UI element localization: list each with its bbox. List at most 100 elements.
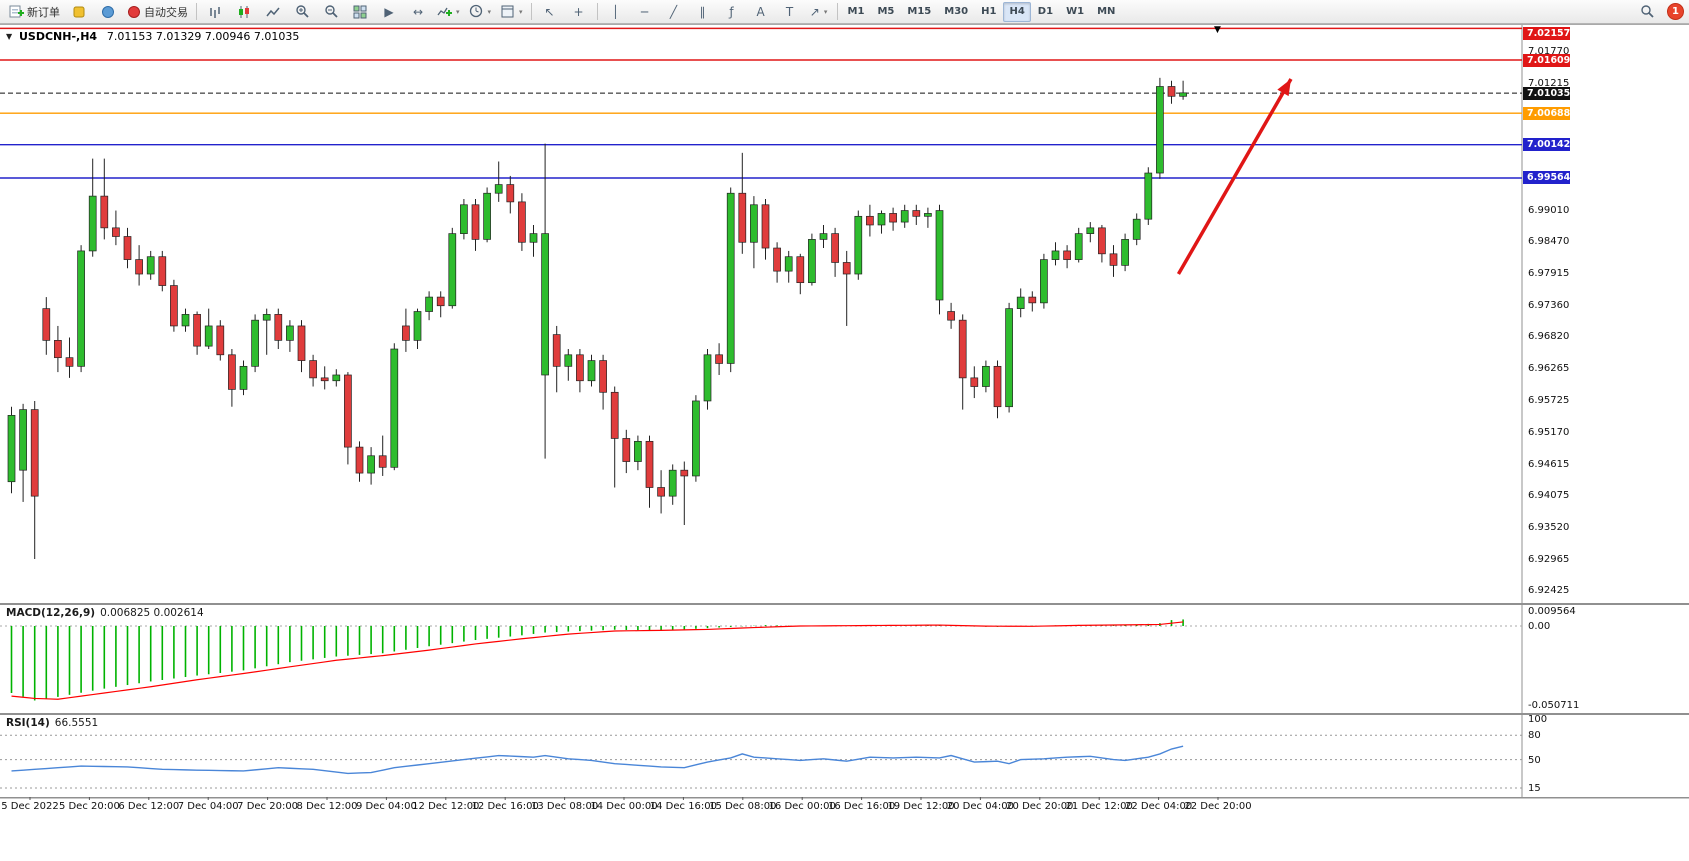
price-line-tag[interactable]: 7.00688 [1523,106,1570,120]
time-axis-label: 16 Dec 00:00 [768,801,836,812]
periods-caret-icon: ▾ [487,7,492,16]
price-axis-tick: 6.97360 [1528,300,1570,312]
line-chart-button[interactable] [259,1,287,23]
text-label-icon: T [785,4,794,19]
tab-timeframe-w1[interactable]: W1 [1066,6,1085,17]
crosshair-icon: + [573,4,584,19]
price-axis-tick: 6.92425 [1528,584,1570,596]
text-button[interactable]: A [747,1,775,23]
price-line-tag[interactable]: 7.00142 [1523,138,1570,152]
time-marker-icon: ▼ [1214,25,1221,35]
auto-scroll-button[interactable]: ▶ [375,1,403,23]
tab-timeframe-h1[interactable]: H1 [981,6,997,17]
rsi-value: 66.5551 [54,717,99,729]
time-axis-label: 13 Dec 08:00 [530,801,599,812]
time-axis-label: 7 Dec 20:00 [237,801,299,812]
price-axis-tick: 6.95725 [1528,394,1570,406]
time-axis-label: 12 Dec 16:00 [471,801,539,812]
price-axis-tick: 7.01770 [1528,45,1570,57]
chart-canvas[interactable] [0,25,1689,861]
alerts-button[interactable] [65,1,93,23]
vertical-line-button[interactable]: │ [602,1,630,23]
rsi-axis-tick: 80 [1528,730,1541,742]
time-axis-label: 22 Dec 20:00 [1184,801,1252,812]
trendline-button[interactable]: ╱ [660,1,688,23]
line-chart-icon [266,7,280,16]
time-axis-label: 21 Dec 12:00 [1065,801,1133,812]
cursor-button[interactable]: ↖ [536,1,564,23]
chart-shift-button[interactable]: ↔ [404,1,432,23]
time-axis-label: 8 Dec 12:00 [296,801,358,812]
toolbar-separator [530,3,532,20]
toolbar: 新订单 自动交易 [0,0,1689,24]
toolbar-separator [196,3,197,20]
text-icon: A [756,4,765,19]
chart-collapse-icon[interactable]: ▼ [6,32,13,41]
ohlc-values-label: 7.01153 7.01329 7.00946 7.01035 [106,30,300,43]
tab-timeframe-m1[interactable]: M1 [847,6,865,17]
alerts-icon [73,6,85,17]
price-axis-tick: 6.95170 [1528,426,1570,438]
tile-windows-button[interactable] [346,1,374,23]
symbol-period-label: USDCNH-,H4 [19,30,98,43]
new-order-button[interactable]: 新订单 [5,1,64,23]
toolbar-separator [596,3,598,20]
candle-chart-icon [239,5,249,18]
auto-scroll-icon: ▶ [384,4,394,19]
price-line-tag[interactable]: 7.02157 [1523,27,1570,40]
time-axis-label: 20 Dec 20:00 [1006,801,1074,812]
time-axis-label: 15 Dec 08:00 [709,801,777,812]
tab-timeframe-h4[interactable]: H4 [1003,1,1031,22]
rsi-axis-tick: 15 [1528,783,1541,794]
price-axis-tick: 6.98470 [1528,236,1570,248]
news-button[interactable] [94,1,122,23]
price-line-tag[interactable]: 7.01609 [1523,53,1570,67]
periods-button[interactable]: ▾ [465,1,496,23]
price-line-tag[interactable]: 7.01035 [1523,86,1570,100]
rsi-axis-tick: 100 [1528,714,1548,725]
price-axis-tick: 6.99010 [1528,204,1570,216]
trendline-icon: ╱ [669,4,678,19]
tab-timeframe-d1[interactable]: D1 [1037,6,1054,17]
price-axis-tick: 6.92965 [1528,553,1570,565]
tab-timeframe-m5[interactable]: M5 [877,6,895,17]
templates-button[interactable]: ▾ [496,1,527,23]
candle-chart-button[interactable] [230,1,258,23]
search-button[interactable] [1633,1,1661,23]
tab-timeframe-mn[interactable]: MN [1097,6,1116,17]
zoom-in-button[interactable] [288,1,316,23]
time-axis-label: 6 Dec 12:00 [118,801,180,812]
auto-trading-icon [128,5,140,18]
notification-badge[interactable]: 1 [1667,3,1684,20]
chart-ohlc-header: ▼ USDCNH-,H4 7.01153 7.01329 7.00946 7.0… [6,30,299,43]
arrows-caret-icon: ▾ [823,7,828,16]
tab-timeframe-m15[interactable]: M15 [907,6,932,17]
crosshair-button[interactable]: + [565,1,593,23]
price-axis-tick: 6.94075 [1528,489,1570,501]
macd-axis-tick: -0.050711 [1528,700,1580,711]
bar-chart-button[interactable] [201,1,229,23]
auto-trading-button[interactable]: 自动交易 [123,1,192,23]
toolbar-right-group: 1 [1633,1,1684,23]
macd-axis-tick: 0.00 [1528,621,1551,632]
price-axis-tick: 6.97915 [1528,268,1570,280]
fibonacci-button[interactable]: ƒ [718,1,746,23]
rsi-name: RSI(14) [6,717,50,729]
arrows-button[interactable]: ↗ ▾ [805,1,833,23]
text-label-button[interactable]: T [776,1,804,23]
horizontal-line-button[interactable]: ─ [631,1,659,23]
zoom-out-button[interactable] [317,1,345,23]
toolbar-separator [836,3,838,20]
macd-axis-tick: 0.009564 [1528,606,1576,618]
arrows-icon: ↗ [809,4,820,19]
price-axis-tick: 6.96265 [1528,363,1570,375]
auto-trading-label: 自动交易 [144,5,188,19]
price-line-tag[interactable]: 6.99564 [1523,171,1570,185]
templates-caret-icon: ▾ [519,7,523,16]
indicators-button[interactable]: ▾ [433,1,464,23]
tab-timeframe-m30[interactable]: M30 [944,6,969,17]
rsi-axis-tick: 50 [1528,754,1541,766]
search-icon [1640,5,1654,18]
channel-button[interactable]: ∥ [689,1,717,23]
